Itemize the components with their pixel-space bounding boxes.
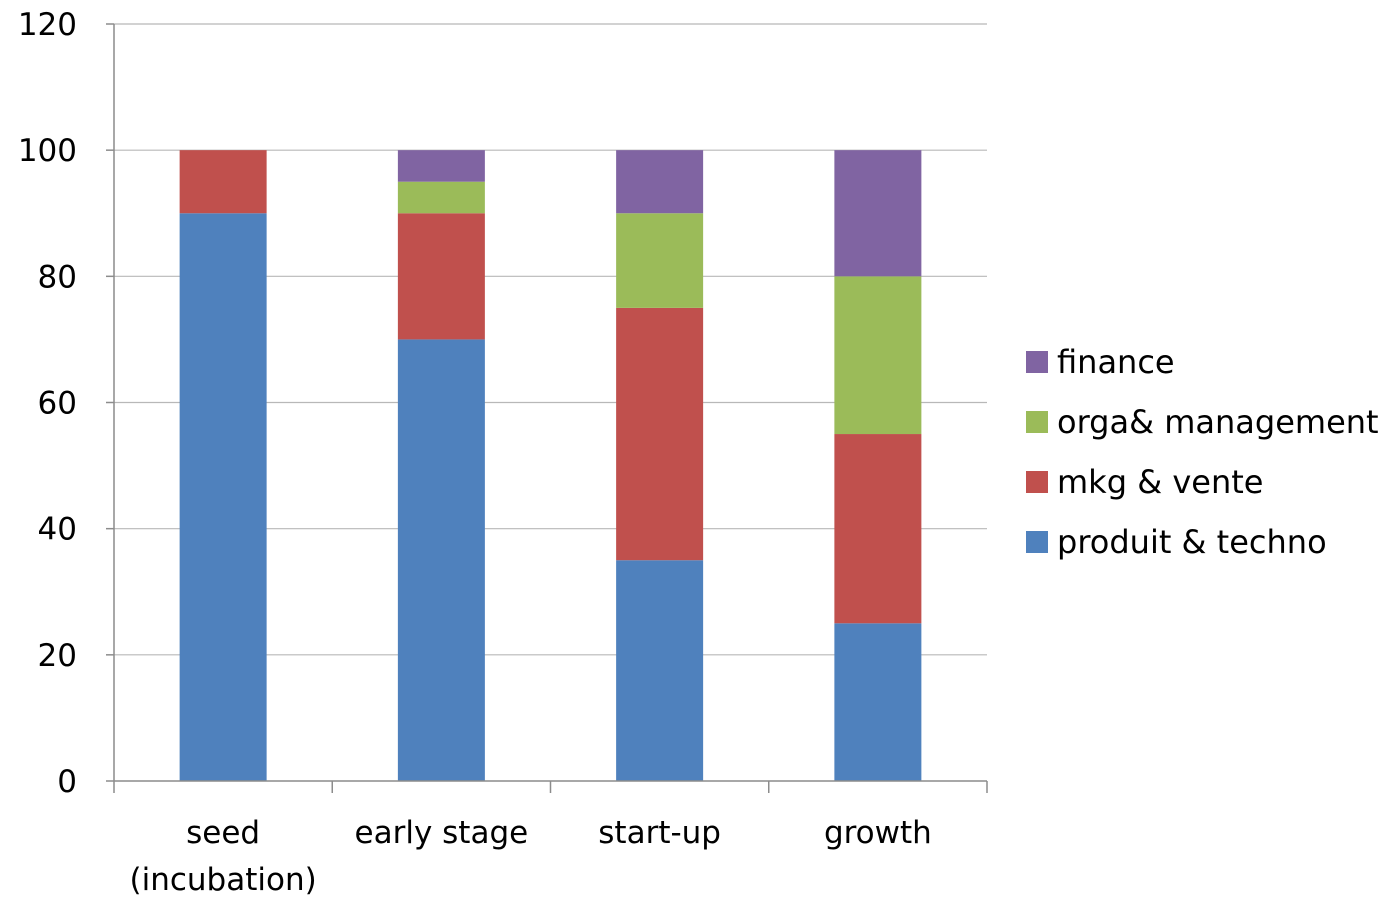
legend: finance orga& management mkg & vente produi… [1026,343,1379,561]
y-tick-labels: 0 20 40 60 80 100 120 [18,7,77,800]
legend-item: finance [1026,343,1175,381]
legend-swatch [1026,411,1048,433]
legend-item: orga& management [1026,403,1379,441]
axes [106,23,988,793]
bar-segment [834,276,922,435]
legend-item: mkg & vente [1026,463,1263,501]
bar-segment [397,150,485,182]
y-tick-label: 0 [57,764,77,800]
x-tick-label: start-up [598,815,721,851]
x-tick-labels: seed (incubation) early stage start-up growt… [130,815,932,898]
bar-segment [834,434,922,624]
bar-segment [616,307,704,561]
x-tick-label: seed (incubation) [130,815,317,898]
bar-segment [397,213,485,340]
x-tick-label: growth [824,815,932,851]
bar-segment [834,150,922,277]
x-tick-label: early stage [355,815,529,851]
y-tick-label: 100 [18,133,77,169]
bar-segment [179,150,267,214]
bar-segment [397,339,485,781]
legend-swatch [1026,471,1048,493]
bars [179,150,922,781]
legend-label: finance [1057,343,1175,381]
bar-segment [834,623,922,781]
bar-segment [616,150,704,214]
y-tick-label: 120 [18,7,77,43]
bar-segment [616,560,704,781]
y-tick-label: 80 [38,259,77,295]
legend-label: mkg & vente [1057,463,1263,501]
legend-swatch [1026,351,1048,373]
bar-segment [397,181,485,214]
bar-segment [616,213,704,308]
legend-label: orga& management [1057,403,1379,441]
bar-segment [179,213,267,781]
y-tick-label: 40 [38,512,77,548]
legend-swatch [1026,531,1048,553]
y-tick-label: 20 [38,638,77,674]
legend-label: produit & techno [1057,523,1327,561]
y-tick-label: 60 [38,386,77,422]
legend-item: produit & techno [1026,523,1327,561]
